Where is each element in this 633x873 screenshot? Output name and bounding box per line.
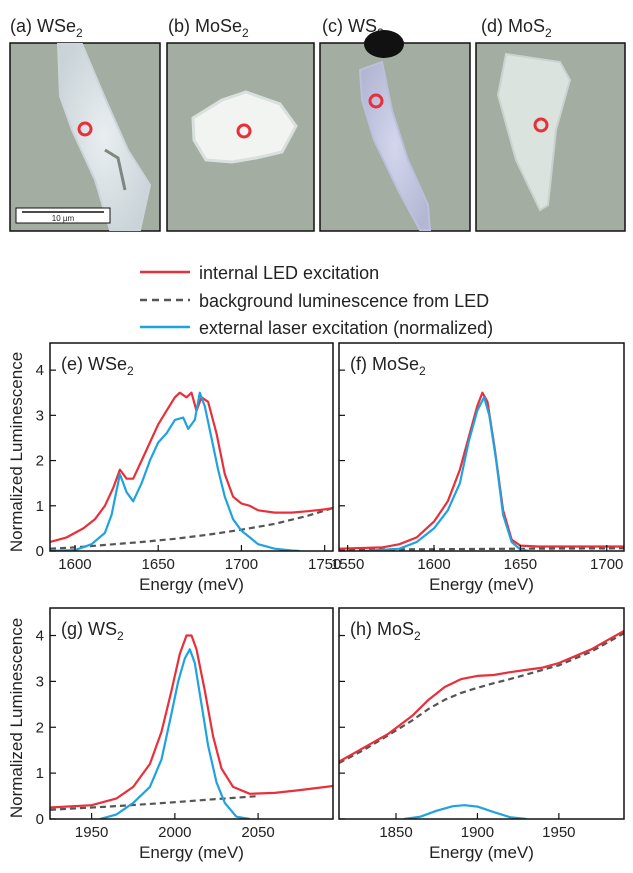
y-tick-label: 1 bbox=[36, 498, 44, 515]
spectrum-panel-0: 1600 1650 1700 1750 0 1 2 3 4 Energy (meV) (e) WSe… bbox=[36, 342, 341, 594]
panel-label: (g) WS2 bbox=[61, 619, 124, 643]
y-tick-label: 4 bbox=[36, 628, 44, 645]
x-tick-label: 1550 bbox=[331, 556, 364, 573]
spectrum-panel-2: 1950 2000 2050 0 1 2 3 4 Energy (meV) (g) WS2 bbox=[36, 607, 334, 862]
y-axis-label-top: Normalized Luminescence bbox=[7, 352, 26, 552]
series-background bbox=[339, 632, 624, 764]
micrograph-label-d: (d) MoS2 bbox=[481, 16, 552, 40]
y-tick-label: 2 bbox=[36, 453, 44, 470]
measurement-marker bbox=[533, 117, 549, 133]
series-laser bbox=[99, 648, 250, 819]
plot-frame bbox=[338, 342, 625, 552]
x-tick-label: 1750 bbox=[308, 556, 341, 573]
micrograph-label-a: (a) WSe2 bbox=[10, 16, 83, 40]
series-background bbox=[50, 795, 259, 811]
panel-label: (f) MoSe2 bbox=[350, 354, 426, 378]
x-tick-label: 1900 bbox=[461, 824, 494, 841]
x-tick-label: 1950 bbox=[75, 824, 108, 841]
plot-frame bbox=[338, 607, 625, 820]
x-tick-label: 1850 bbox=[379, 824, 412, 841]
x-tick-label: 1700 bbox=[590, 556, 623, 573]
x-axis-label: Energy (meV) bbox=[139, 843, 244, 862]
x-tick-label: 1650 bbox=[504, 556, 537, 573]
micrograph-c bbox=[319, 30, 471, 232]
legend-entry-background: background luminescence from LED bbox=[140, 291, 489, 311]
panel-label: (e) WSe2 bbox=[61, 354, 134, 378]
x-tick-label: 1600 bbox=[417, 556, 450, 573]
x-tick-label: 2000 bbox=[158, 824, 191, 841]
plot-frame bbox=[49, 607, 334, 820]
measurement-marker bbox=[368, 93, 384, 109]
y-tick-label: 2 bbox=[36, 719, 44, 736]
micrograph-d bbox=[475, 42, 626, 232]
series-background bbox=[339, 547, 624, 551]
x-tick-label: 1700 bbox=[225, 556, 258, 573]
x-tick-label: 1650 bbox=[142, 556, 175, 573]
x-tick-label: 2050 bbox=[241, 824, 274, 841]
x-axis-label: Energy (meV) bbox=[429, 843, 534, 862]
y-tick-label: 4 bbox=[36, 362, 44, 379]
plot-frame bbox=[49, 342, 334, 552]
y-tick-label: 0 bbox=[36, 811, 44, 828]
y-tick-label: 1 bbox=[36, 765, 44, 782]
y-axis-label-bottom: Normalized Luminescence bbox=[7, 618, 26, 818]
scale-bar-label: 10 µm bbox=[52, 214, 75, 223]
svg-text:background luminescence from L: background luminescence from LED bbox=[199, 291, 489, 311]
y-tick-label: 0 bbox=[36, 543, 44, 560]
spectrum-panel-3: 1850 1900 1950 Energy (meV) (h) MoS2 bbox=[338, 607, 625, 862]
legend: internal LED excitation background lumin… bbox=[140, 263, 493, 338]
series-background bbox=[50, 506, 333, 550]
legend-entry-laser: external laser excitation (normalized) bbox=[140, 318, 493, 338]
measurement-marker bbox=[236, 123, 252, 139]
series-laser bbox=[403, 804, 527, 819]
micrograph-b bbox=[166, 42, 315, 232]
x-axis-label: Energy (meV) bbox=[139, 575, 244, 594]
panel-label: (h) MoS2 bbox=[350, 619, 421, 643]
svg-text:internal LED excitation: internal LED excitation bbox=[199, 263, 379, 283]
micrograph-label-b: (b) MoSe2 bbox=[168, 16, 249, 40]
series-led bbox=[50, 391, 333, 544]
y-tick-label: 3 bbox=[36, 407, 44, 424]
series-laser bbox=[364, 396, 530, 551]
svg-text:external laser excitation (nor: external laser excitation (normalized) bbox=[199, 318, 493, 338]
series-led bbox=[339, 391, 624, 550]
x-tick-label: 1600 bbox=[58, 556, 91, 573]
x-axis-label: Energy (meV) bbox=[429, 575, 534, 594]
legend-entry-led: internal LED excitation bbox=[140, 263, 379, 283]
micrograph-a: 10 µm bbox=[9, 42, 161, 232]
x-tick-label: 1950 bbox=[542, 824, 575, 841]
series-led bbox=[339, 629, 624, 763]
y-tick-label: 3 bbox=[36, 673, 44, 690]
measurement-marker bbox=[77, 121, 93, 137]
series-led bbox=[50, 634, 333, 809]
spectrum-panel-1: 1550 1600 1650 1700 Energy (meV) (f) MoSe2 bbox=[331, 342, 625, 594]
series-laser bbox=[50, 391, 300, 551]
